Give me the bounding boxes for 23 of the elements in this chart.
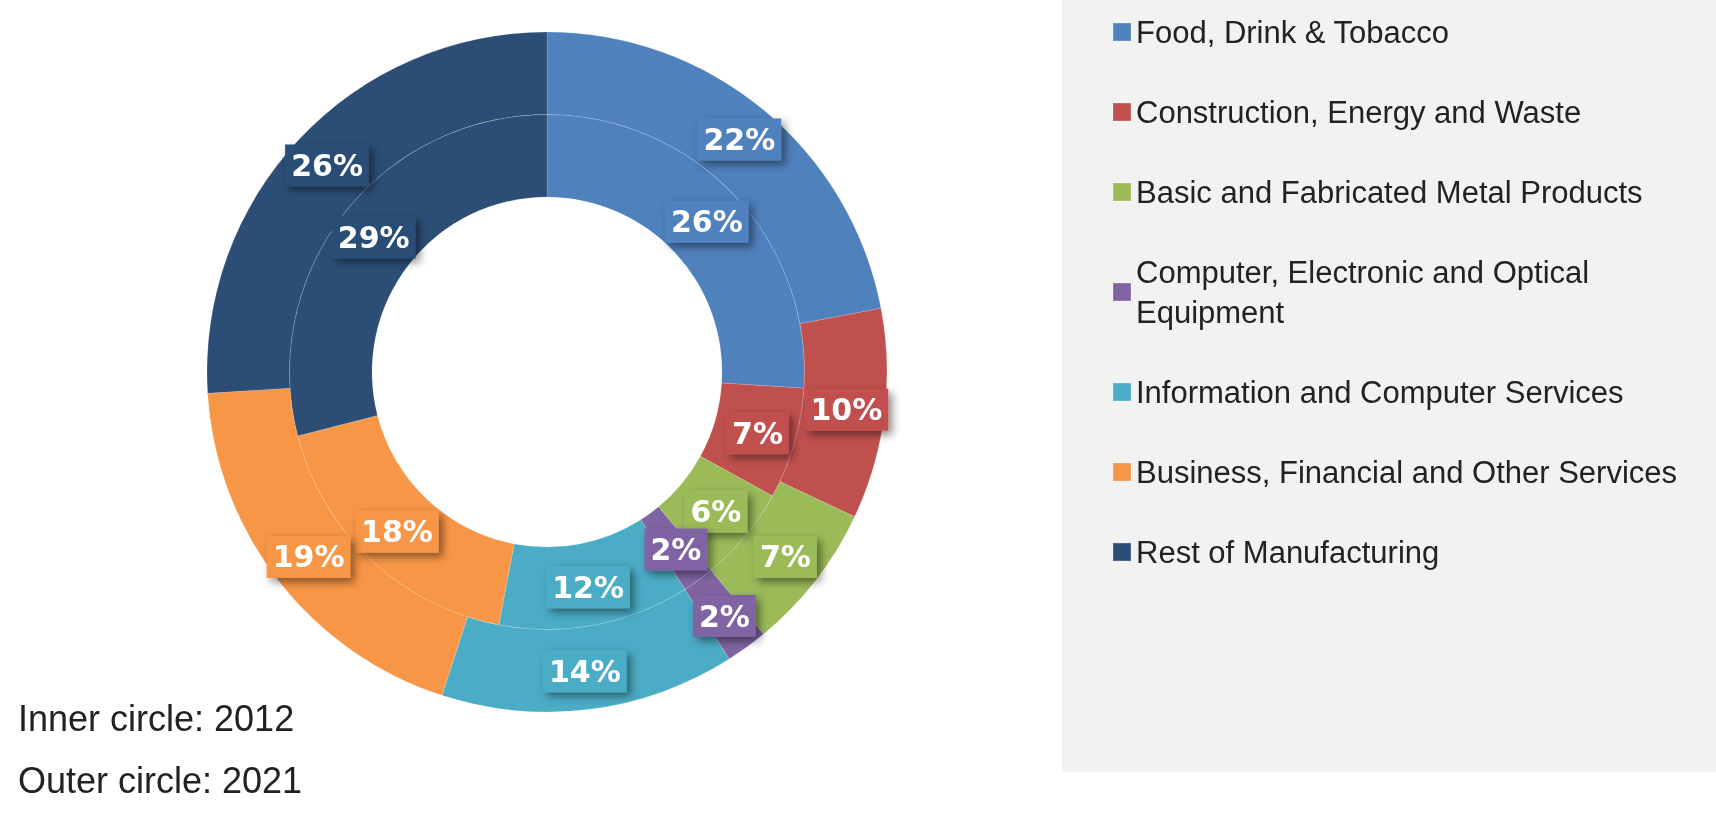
text: Inner circle: 2012 bbox=[18, 697, 295, 739]
data-label: 2% bbox=[650, 531, 702, 567]
data-label: 19% bbox=[272, 539, 345, 575]
legend-label: Information and Computer Services bbox=[1136, 374, 1624, 410]
data-label: 2% bbox=[698, 598, 750, 634]
legend-label: Construction, Energy and Waste bbox=[1136, 94, 1582, 130]
legend-label: Business, Financial and Other Services bbox=[1136, 454, 1678, 490]
data-label: 6% bbox=[690, 494, 742, 530]
legend-label: Basic and Fabricated Metal Products bbox=[1136, 174, 1643, 210]
text: Outer circle: 2021 bbox=[18, 759, 303, 801]
data-label: 7% bbox=[759, 539, 811, 575]
data-label: 18% bbox=[361, 514, 433, 550]
legend-label: Rest of Manufacturing bbox=[1136, 534, 1440, 570]
data-label: 29% bbox=[337, 220, 410, 256]
legend-label: Computer, Electronic and Optical Equipment bbox=[1136, 254, 1598, 330]
data-label: 26% bbox=[291, 147, 363, 183]
legend-label: Food, Drink & Tobacco bbox=[1136, 14, 1450, 50]
data-label: 7% bbox=[732, 415, 784, 451]
data-label: 26% bbox=[670, 204, 743, 240]
data-label: 10% bbox=[810, 392, 883, 428]
data-label: 14% bbox=[548, 653, 621, 689]
data-label: 22% bbox=[703, 122, 776, 157]
data-label: 12% bbox=[552, 569, 624, 605]
